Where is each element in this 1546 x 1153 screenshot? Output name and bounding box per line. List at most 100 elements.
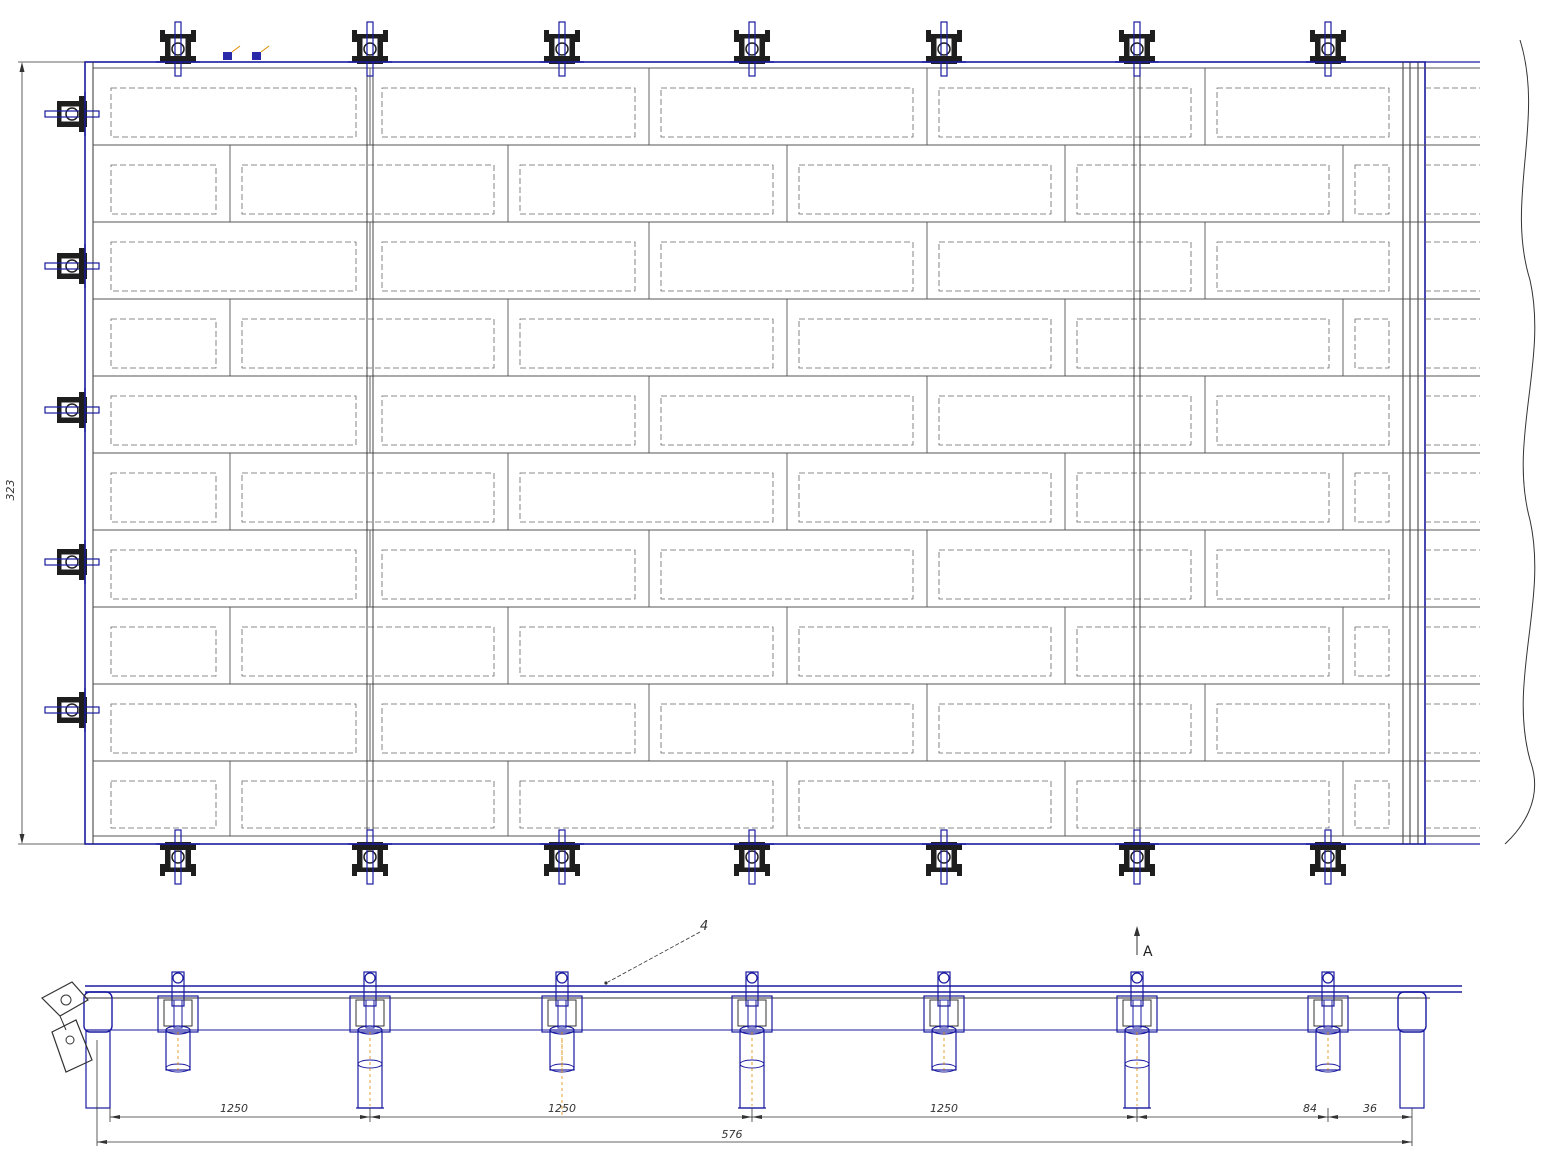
hidden-slab-outline [1216,395,1390,446]
roller-bracket-icon [922,21,966,77]
dimension-span-3: 1250 [930,1102,958,1115]
hidden-slab-outline [381,87,636,138]
roller-bracket-icon [44,540,100,584]
hidden-slab-outline [241,472,495,523]
hidden-slab-outline [660,395,914,446]
left-end-pedestal [83,991,113,1109]
side-view: 4 A [41,919,1462,1146]
hidden-slab-outline [519,472,774,523]
callout-4: 4 [604,919,708,985]
roller-bracket-icon [1115,21,1159,77]
dimension-span-2: 1250 [548,1102,576,1115]
roller-bracket-icon [540,21,584,77]
hidden-slab-outline [938,87,1192,138]
top-roller-row [156,21,1350,77]
hidden-slab-outline [381,703,636,754]
roller-bracket-icon [730,829,774,885]
height-dimension: 323 [4,61,85,845]
hidden-slab-outline [660,241,914,292]
hidden-slab-outline [938,395,1192,446]
dimension-small-1: 84 [1303,1102,1317,1115]
hidden-slab-outline [1216,241,1390,292]
hidden-slab-outline [110,549,357,600]
right-end-pedestal [1397,991,1427,1109]
hidden-slab-outline [1216,87,1390,138]
hidden-slab-outline [110,780,217,829]
hidden-slab-outline [1354,780,1390,829]
hidden-slab-outline [381,395,636,446]
left-drive-unit [41,981,93,1073]
hidden-slab-outline [110,703,357,754]
hidden-slab-outline [1216,549,1390,600]
hidden-slab-outline [938,703,1192,754]
section-mark-a: A [1134,926,1153,960]
support-assembly [349,971,391,1109]
hidden-slab-outline [110,626,217,677]
roller-bracket-icon [44,688,100,732]
roller-bracket-icon [44,244,100,288]
hidden-slab-outline [798,626,1052,677]
section-mark-label: A [1143,944,1153,960]
dimension-overall: 576 [722,1128,743,1141]
hidden-slab-outline [798,780,1052,829]
hidden-slab-outline [660,549,914,600]
hidden-slab-outline [1076,472,1330,523]
slab-rows [93,67,1480,837]
hidden-slab-outline [519,626,774,677]
cross-beams [366,62,1141,844]
hidden-slab-outline [110,87,357,138]
hidden-slab-outline [938,241,1192,292]
hidden-slab-outline [381,241,636,292]
support-assembly [1307,971,1349,1073]
roller-bracket-icon [1306,829,1350,885]
support-assembly [731,971,773,1109]
hidden-slab-outline [110,472,217,523]
roller-support-assemblies [157,971,1349,1109]
hidden-slab-outline [381,549,636,600]
roller-bracket-icon [348,829,392,885]
hidden-slab-outline [110,164,217,215]
hidden-slab-outline [938,549,1192,600]
bottom-roller-row [156,829,1350,885]
roller-bracket-icon [156,21,200,77]
hidden-slab-outline [519,318,774,369]
hidden-slab-outline [519,164,774,215]
hidden-slab-outline [1354,164,1390,215]
roller-bracket-icon [1306,21,1350,77]
roller-bracket-icon [730,21,774,77]
support-assembly [541,971,583,1073]
hidden-slab-outline [660,87,914,138]
hidden-slab-outline [660,703,914,754]
roller-bracket-icon [922,829,966,885]
plan-view: 323 [4,21,1536,885]
roller-bracket-icon [1115,829,1159,885]
roller-bracket-icon [44,388,100,432]
roller-bracket-icon [540,829,584,885]
hidden-slab-outline [110,395,357,446]
left-roller-column [44,92,100,732]
hidden-slab-outline [1076,318,1330,369]
hidden-slab-outline [1216,703,1390,754]
hidden-slab-outline [798,472,1052,523]
hidden-slab-outline [519,780,774,829]
dimension-arrows [97,1115,1412,1144]
hidden-slab-outline [110,241,357,292]
hidden-slab-outline [1354,626,1390,677]
dimension-span-1: 1250 [220,1102,248,1115]
support-assembly [923,971,965,1073]
hidden-slab-outline [241,780,495,829]
hidden-slab-outline [1076,164,1330,215]
dimension-small-2: 36 [1363,1102,1377,1115]
hidden-slab-outline [1354,318,1390,369]
small-marker-icon [223,45,270,60]
callout-number: 4 [700,919,708,934]
hidden-slab-outline [1076,780,1330,829]
hidden-slab-outline [241,318,495,369]
support-assembly [157,971,199,1073]
hidden-slab-outline [241,164,495,215]
hidden-slab-outline [1076,626,1330,677]
hidden-slab-outline [241,626,495,677]
height-dimension-label: 323 [4,480,17,501]
hidden-slab-outline [798,164,1052,215]
